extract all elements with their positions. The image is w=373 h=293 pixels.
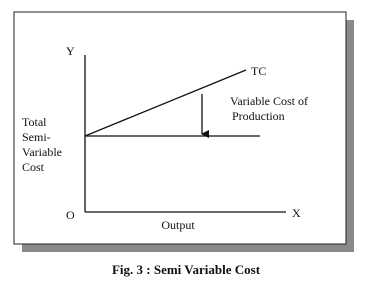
figure-box xyxy=(13,11,347,245)
fixed-line-label: Variable xyxy=(22,145,62,159)
x-axis-label: X xyxy=(292,206,301,220)
y-axis-label: Y xyxy=(66,44,75,58)
variable-cost-label: Production xyxy=(232,109,285,123)
caption: Fig. 3 : Semi Variable Cost xyxy=(112,262,261,277)
x-axis-title: Output xyxy=(161,218,195,232)
total-cost-line xyxy=(84,69,247,137)
variable-cost-label: Variable Cost of xyxy=(230,94,308,108)
tc-label: TC xyxy=(251,64,266,78)
fixed-line-label: Semi- xyxy=(22,130,51,144)
fixed-line-label: Cost xyxy=(22,160,45,174)
fixed-line-label: Total xyxy=(22,115,47,129)
origin-label: O xyxy=(66,208,75,222)
